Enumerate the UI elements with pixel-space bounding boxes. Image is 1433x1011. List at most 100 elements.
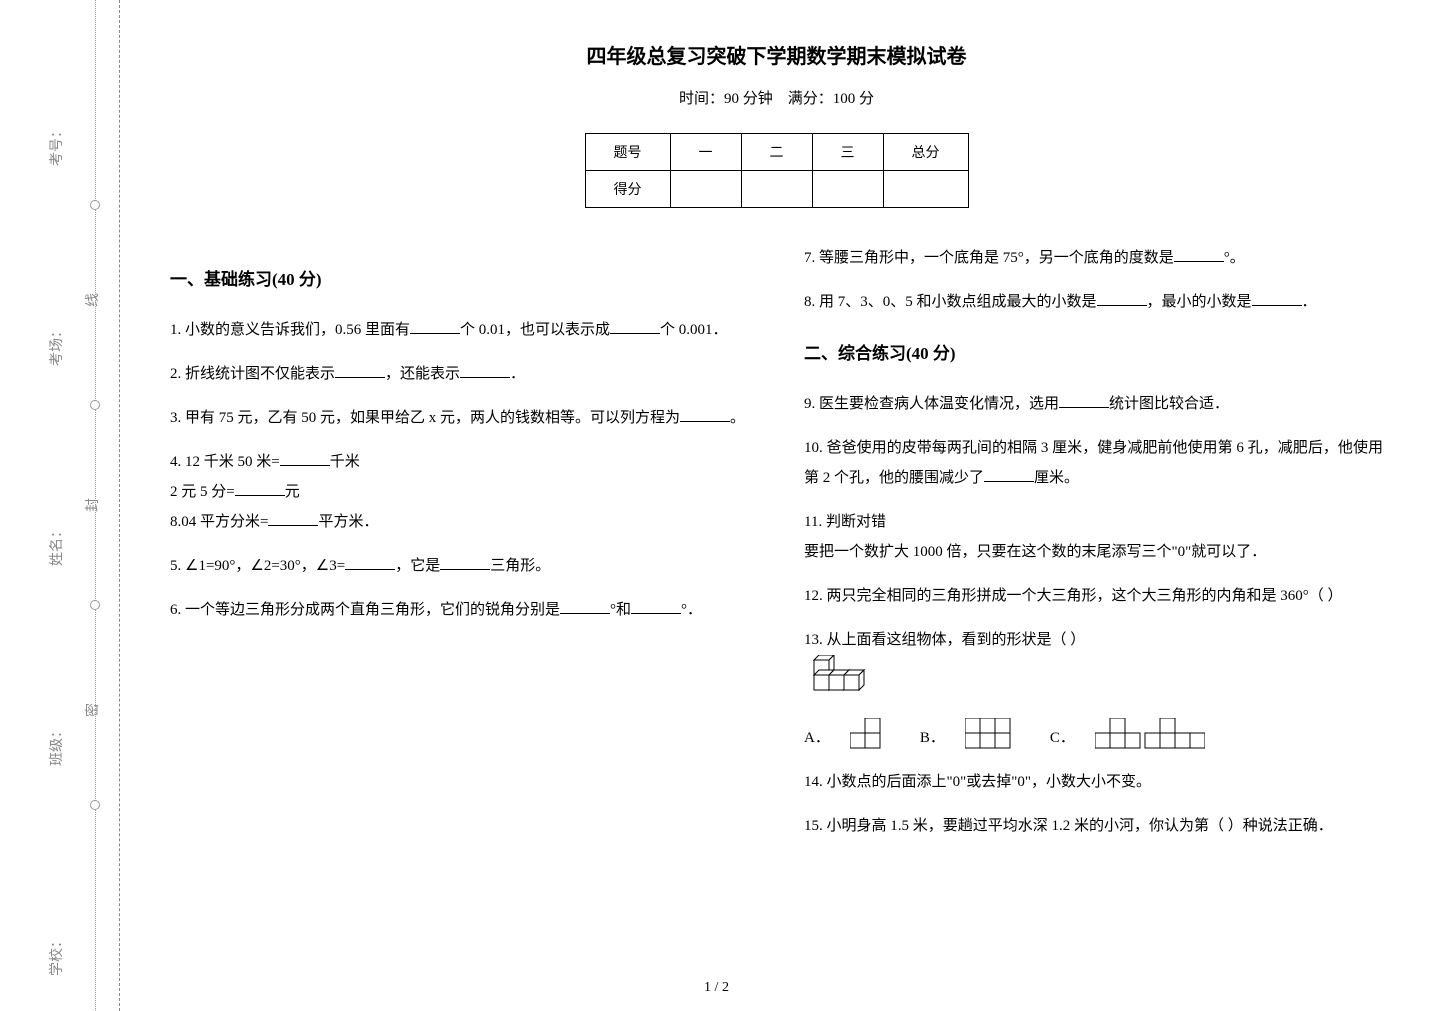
blank [560, 599, 610, 614]
question-5: 5. ∠1=90°，∠2=30°，∠3=，它是三角形。 [170, 551, 749, 581]
q4-text-d: 元 [285, 484, 300, 500]
blank [460, 363, 510, 378]
blank [1252, 291, 1302, 306]
blank [1059, 393, 1109, 408]
q8-text-a: 8. 用 7、3、0、5 和小数点组成最大的小数是 [804, 294, 1097, 310]
option-a-shape-icon [850, 718, 900, 753]
question-4: 4. 12 千米 50 米=千米 2 元 5 分=元 8.04 平方分米=平方米… [170, 447, 749, 537]
blank [1174, 247, 1224, 262]
margin-label-school: 学校： [46, 934, 66, 976]
page-number: 1 / 2 [704, 980, 729, 996]
q14-text: 14. 小数点的后面添上"0"或去掉"0"，小数大小不变。 [804, 774, 1151, 790]
blank [984, 467, 1034, 482]
q2-text-c: ． [510, 366, 525, 382]
q9-text-a: 9. 医生要检查病人体温变化情况，选用 [804, 396, 1059, 412]
question-15: 15. 小明身高 1.5 米，要趟过平均水深 1.2 米的小河，你认为第（ ）种… [804, 811, 1383, 841]
margin-feng-char: 封 [82, 498, 102, 512]
header-cell: 二 [741, 134, 812, 171]
row-label-cell: 得分 [585, 171, 670, 208]
blank [268, 511, 318, 526]
margin-circle-marker [90, 600, 100, 610]
blank [235, 481, 285, 496]
q13-text: 13. 从上面看这组物体，看到的形状是（ ） [804, 632, 1085, 648]
margin-label-room: 考场： [46, 324, 66, 366]
blank [440, 555, 490, 570]
score-table: 题号 一 二 三 总分 得分 [585, 133, 969, 208]
question-10: 10. 爸爸使用的皮带每两孔间的相隔 3 厘米，健身减肥前他使用第 6 孔，减肥… [804, 433, 1383, 493]
header-cell: 一 [670, 134, 741, 171]
q4-text-a: 4. 12 千米 50 米= [170, 454, 280, 470]
blank [345, 555, 395, 570]
empty-cell [741, 171, 812, 208]
content-area: 四年级总复习突破下学期数学期末模拟试卷 时间：90 分钟 满分：100 分 题号… [120, 0, 1433, 1011]
blank [280, 451, 330, 466]
q4-text-f: 平方米． [318, 514, 378, 530]
question-7: 7. 等腰三角形中，一个底角是 75°，另一个底角的度数是°。 [804, 243, 1383, 273]
q10-text-b: 厘米。 [1034, 470, 1079, 486]
option-b-shape-icon [965, 718, 1030, 753]
cube-3d-icon [804, 655, 1383, 710]
question-6: 6. 一个等边三角形分成两个直角三角形，它们的锐角分别是 °和 °． [170, 595, 749, 625]
header-cell: 总分 [883, 134, 968, 171]
fullscore-label: 满分： [788, 91, 833, 107]
blank [680, 407, 730, 422]
question-1: 1. 小数的意义告诉我们，0.56 里面有个 0.01，也可以表示成个 0.00… [170, 315, 749, 345]
header-cell: 题号 [585, 134, 670, 171]
paper-title: 四年级总复习突破下学期数学期末模拟试卷 [170, 40, 1383, 69]
blank [1097, 291, 1147, 306]
question-14: 14. 小数点的后面添上"0"或去掉"0"，小数大小不变。 [804, 767, 1383, 797]
margin-line-char: 线 [82, 293, 102, 307]
q6-text-c: °． [681, 602, 702, 618]
table-row: 得分 [585, 171, 968, 208]
q10-text-a: 10. 爸爸使用的皮带每两孔间的相隔 3 厘米，健身减肥前他使用第 6 孔，减肥… [804, 440, 1383, 486]
margin-circle-marker [90, 200, 100, 210]
q5-text-a: 5. ∠1=90°，∠2=30°，∠3= [170, 558, 345, 574]
option-a-label: A． [804, 723, 830, 753]
q2-text-b: ，还能表示 [385, 366, 460, 382]
q3-text-a: 3. 甲有 75 元，乙有 50 元，如果甲给乙 x 元，两人的钱数相等。可以列… [170, 410, 680, 426]
question-3: 3. 甲有 75 元，乙有 50 元，如果甲给乙 x 元，两人的钱数相等。可以列… [170, 403, 749, 433]
blank [631, 599, 681, 614]
option-b-label: B． [920, 723, 945, 753]
q6-text-b: °和 [610, 602, 631, 618]
columns-container: 一、基础练习(40 分) 1. 小数的意义告诉我们，0.56 里面有 个 0.01… [170, 243, 1383, 991]
margin-mi-char: 密 [82, 703, 102, 717]
margin-label-examno: 考号： [46, 124, 66, 166]
time-value: 90 分钟 [724, 91, 773, 107]
question-11: 11. 判断对错 要把一个数扩大 1000 倍，只要在这个数的末尾添写三个"0"… [804, 507, 1383, 567]
q1-text-b: 个 0.01，也可以表示成 [460, 322, 610, 338]
question-9: 9. 医生要检查病人体温变化情况，选用 统计图比较合适． [804, 389, 1383, 419]
blank [335, 363, 385, 378]
question-8: 8. 用 7、3、0、5 和小数点组成最大的小数是，最小的小数是． [804, 287, 1383, 317]
q11-title: 11. 判断对错 [804, 514, 886, 530]
q1-text-a: 1. 小数的意义告诉我们，0.56 里面有 [170, 322, 410, 338]
margin-circle-marker [90, 400, 100, 410]
q3-text-b: 。 [730, 410, 745, 426]
question-12: 12. 两只完全相同的三角形拼成一个大三角形，这个大三角形的内角和是 360°（… [804, 581, 1383, 611]
section-1-title: 一、基础练习(40 分) [170, 263, 749, 297]
empty-cell [812, 171, 883, 208]
option-c-label: C． [1050, 723, 1075, 753]
q11-text: 要把一个数扩大 1000 倍，只要在这个数的末尾添写三个"0"就可以了． [804, 544, 1266, 560]
q5-text-b: ，它是 [395, 558, 440, 574]
table-row: 题号 一 二 三 总分 [585, 134, 968, 171]
binding-margin: 考号： 线 考场： 封 姓名： 密 班级： 学校： [0, 0, 120, 1011]
q6-text-a: 6. 一个等边三角形分成两个直角三角形，它们的锐角分别是 [170, 602, 560, 618]
blank [410, 319, 460, 334]
q4-text-b: 千米 [330, 454, 360, 470]
margin-label-class: 班级： [46, 724, 66, 766]
right-column: 7. 等腰三角形中，一个底角是 75°，另一个底角的度数是°。 8. 用 7、3… [804, 243, 1383, 991]
q12-text: 12. 两只完全相同的三角形拼成一个大三角形，这个大三角形的内角和是 360°（… [804, 588, 1343, 604]
empty-cell [883, 171, 968, 208]
q9-text-b: 统计图比较合适． [1109, 396, 1229, 412]
q15-text: 15. 小明身高 1.5 米，要趟过平均水深 1.2 米的小河，你认为第（ ）种… [804, 818, 1333, 834]
margin-label-name: 姓名： [46, 524, 66, 566]
answer-options-row: A． B． [804, 718, 1383, 753]
q2-text-a: 2. 折线统计图不仅能表示 [170, 366, 335, 382]
q8-text-b: ，最小的小数是 [1147, 294, 1252, 310]
left-column: 一、基础练习(40 分) 1. 小数的意义告诉我们，0.56 里面有 个 0.01… [170, 243, 749, 991]
q7-text-b: °。 [1224, 250, 1245, 266]
question-13: 13. 从上面看这组物体，看到的形状是（ ） [804, 625, 1383, 753]
question-2: 2. 折线统计图不仅能表示 ，还能表示 ． [170, 359, 749, 389]
q4-text-c: 2 元 5 分= [170, 484, 235, 500]
